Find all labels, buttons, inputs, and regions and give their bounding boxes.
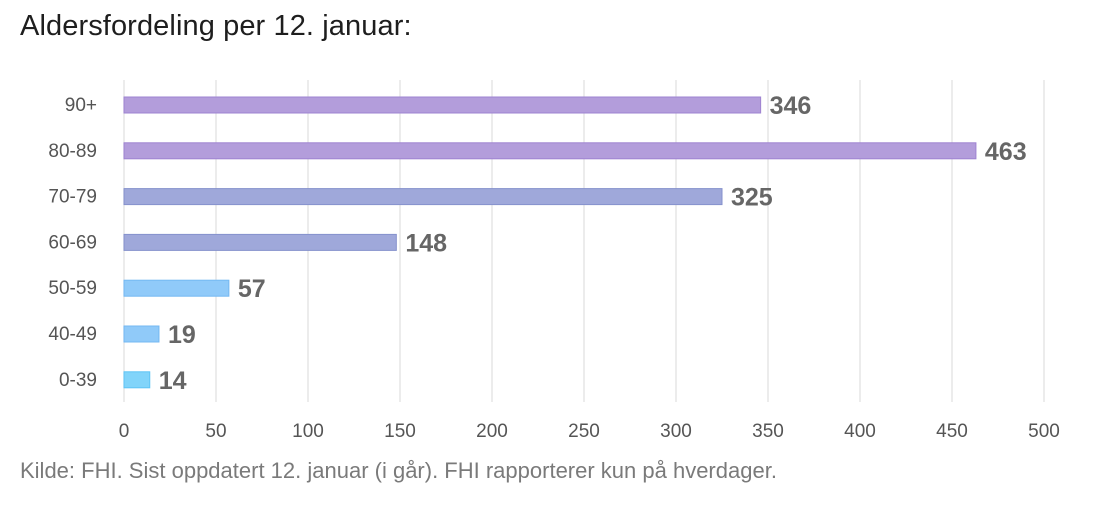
- chart-title: Aldersfordeling per 12. januar:: [20, 10, 412, 42]
- bar: [123, 96, 762, 114]
- y-category-label: 40-49: [48, 324, 97, 345]
- bar-chart: 0 50 100 150 200 250 300 350 400 450 500 90+ 346 80-8…: [48, 80, 1060, 442]
- x-tick-label: 0: [119, 421, 130, 442]
- x-tick-label: 50: [205, 421, 226, 442]
- bar-value-label: 148: [405, 229, 447, 257]
- bar-value-label: 463: [985, 138, 1027, 166]
- x-tick-label: 450: [936, 421, 968, 442]
- bar-value-label: 57: [238, 275, 266, 303]
- y-category-label: 80-89: [48, 141, 97, 162]
- x-tick-label: 300: [660, 421, 692, 442]
- y-category-label: 90+: [65, 95, 97, 116]
- y-category-label: 50-59: [48, 278, 97, 299]
- x-tick-label: 500: [1028, 421, 1060, 442]
- y-category-label: 0-39: [59, 370, 97, 391]
- bar-value-label: 19: [168, 321, 196, 349]
- bar: [123, 371, 151, 389]
- source-note: Kilde: FHI. Sist oppdatert 12. januar (i…: [20, 458, 777, 483]
- bar: [123, 233, 397, 251]
- chart-area: 0 50 100 150 200 250 300 350 400 450 500 90+ 346 80-8…: [0, 70, 1100, 450]
- bar: [123, 188, 723, 206]
- bar: [123, 325, 160, 343]
- y-category-label: 70-79: [48, 187, 97, 208]
- bar: [123, 279, 230, 297]
- bar-value-label: 325: [731, 184, 773, 212]
- bar-value-label: 346: [770, 92, 812, 120]
- x-tick-label: 350: [752, 421, 784, 442]
- y-category-label: 60-69: [48, 232, 97, 253]
- x-tick-label: 200: [476, 421, 508, 442]
- x-tick-label: 250: [568, 421, 600, 442]
- bar-value-label: 14: [159, 367, 187, 395]
- bar: [123, 142, 977, 160]
- x-tick-label: 150: [384, 421, 416, 442]
- x-tick-label: 100: [292, 421, 324, 442]
- x-tick-label: 400: [844, 421, 876, 442]
